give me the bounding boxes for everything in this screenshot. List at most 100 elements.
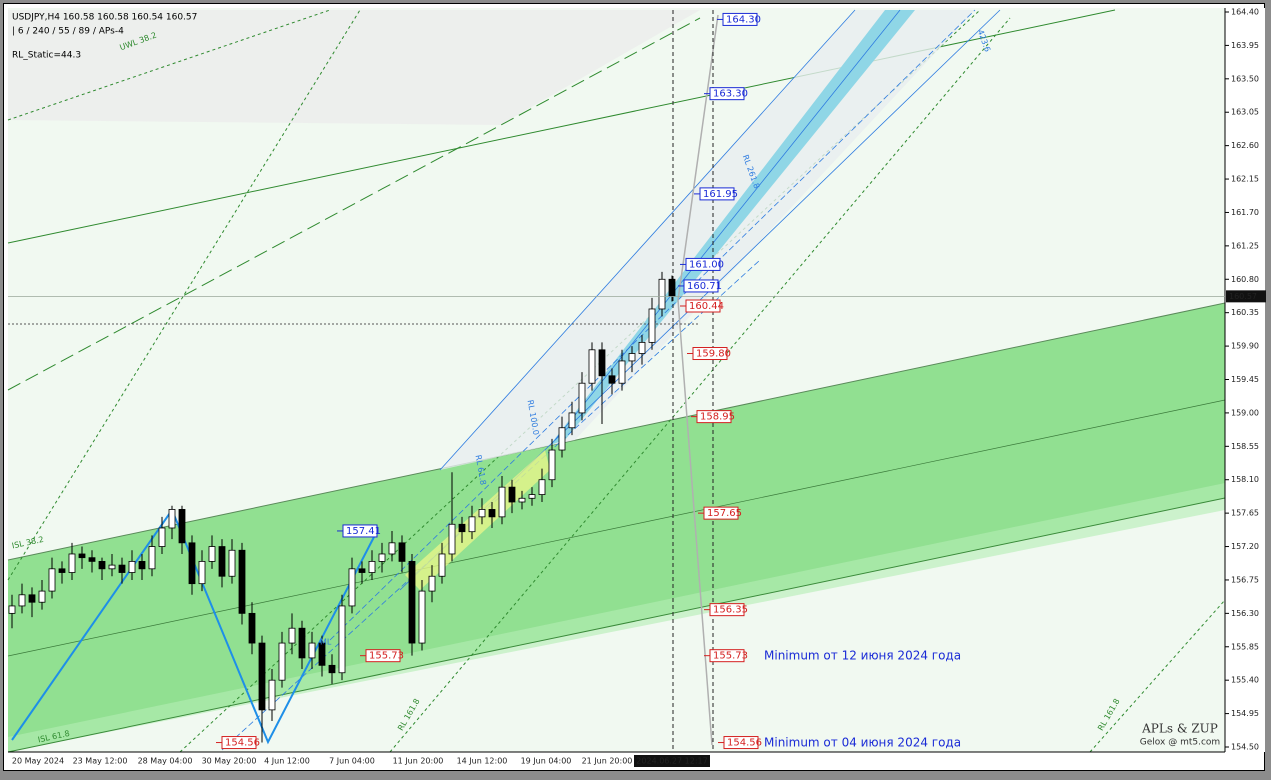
level-red-box <box>709 649 745 663</box>
candle-body <box>418 590 426 644</box>
current-price-label: 160.57 <box>1229 292 1257 301</box>
y-tick-label: 155.40 <box>1231 676 1259 685</box>
level-red-label: 159.80 <box>696 349 731 360</box>
candle-body <box>348 568 356 607</box>
y-tick-label: 162.15 <box>1231 175 1259 184</box>
current-price-box <box>1226 290 1266 303</box>
annotation: Minimum от 04 июня 2024 года <box>764 736 961 750</box>
fork-line <box>554 9 901 441</box>
candle-body <box>588 349 596 384</box>
candle-body <box>388 542 396 555</box>
level-red-label: 154.56 <box>727 738 762 749</box>
dotted-line <box>179 9 981 753</box>
header-static: RL_Static=44.3 <box>12 51 81 61</box>
candle-body <box>218 546 226 577</box>
dotted-line <box>1089 599 1226 753</box>
level-blue-label: 161.95 <box>703 189 738 200</box>
candle-body <box>248 612 256 644</box>
level-blue-box <box>709 87 745 101</box>
candle-body <box>78 553 86 559</box>
candle-body <box>128 560 136 573</box>
y-tick-label: 157.65 <box>1231 509 1259 518</box>
candle-body <box>398 542 406 562</box>
x-tick-label: 30 May 20:00 <box>202 757 257 766</box>
y-tick-label: 158.55 <box>1231 442 1259 451</box>
y-tick-label: 164.40 <box>1231 8 1259 17</box>
y-tick-label: 158.10 <box>1231 475 1259 484</box>
y-tick-label: 154.95 <box>1231 709 1259 718</box>
level-blue-label: 161.00 <box>689 259 724 270</box>
candle-body <box>598 349 606 377</box>
candle-body <box>528 494 536 499</box>
candle-body <box>178 509 186 544</box>
channel-mid <box>7 399 1226 657</box>
candle-body <box>208 546 216 562</box>
candle-body <box>28 594 36 603</box>
candle-body <box>268 679 276 711</box>
candle-body <box>48 568 56 592</box>
level-red-label: 155.73 <box>713 651 748 662</box>
channel-top <box>7 302 1226 561</box>
x-tick-label: 7 Jun 04:00 <box>329 757 375 766</box>
candle-body <box>38 590 46 603</box>
y-tick-label: 160.80 <box>1231 275 1259 284</box>
candles <box>8 271 676 743</box>
candle-body <box>298 627 306 659</box>
time-cursor-box <box>634 755 710 767</box>
y-tick-label: 161.25 <box>1231 241 1259 250</box>
candle-body <box>98 560 106 570</box>
candle-body <box>338 605 346 674</box>
dotted-line <box>7 9 361 581</box>
level-blue-label: 164.30 <box>726 14 761 25</box>
pivot-label: 157.41 <box>346 526 381 537</box>
brand: APLs & ZUP <box>1141 722 1218 736</box>
y-tick-label: 154.50 <box>1231 743 1259 752</box>
candle-body <box>548 449 556 481</box>
candle-body <box>168 509 176 529</box>
level-blue-box <box>683 279 719 293</box>
level-blue-box <box>722 12 758 26</box>
candle-body <box>368 560 376 573</box>
y-tick-label: 163.50 <box>1231 74 1259 83</box>
x-tick-label: 23 May 12:00 <box>73 757 128 766</box>
level-red-box <box>703 506 739 520</box>
x-tick-label: 2024.06.27 12:17 <box>636 757 707 766</box>
candle-body <box>488 509 496 518</box>
y-tick-label: 159.00 <box>1231 408 1259 417</box>
candle-body <box>478 509 486 518</box>
candle-body <box>518 497 526 503</box>
y-tick-label: 159.90 <box>1231 342 1259 351</box>
candle-body <box>278 642 286 681</box>
candle-body <box>468 516 476 533</box>
candle-body <box>238 549 246 614</box>
candle-body <box>158 527 166 547</box>
level-blue-box <box>685 257 721 271</box>
level-red-box <box>723 736 759 750</box>
candle-body <box>668 278 676 297</box>
y-tick-label: 161.70 <box>1231 208 1259 217</box>
channel-label: ML <box>320 638 332 647</box>
x-tick-label: 4 Jun 12:00 <box>264 757 310 766</box>
pivot-label: 154.56 <box>225 738 260 749</box>
candle-body <box>188 542 196 585</box>
candle-body <box>578 382 586 414</box>
y-tick-label: 160.35 <box>1231 308 1259 317</box>
level-red-box <box>685 299 721 313</box>
candle-body <box>508 486 516 503</box>
y-tick-label: 157.20 <box>1231 542 1259 551</box>
header-symbol: USDJPY,H4 160.58 160.58 160.54 160.57 <box>12 13 197 23</box>
x-tick-label: 11 Jun 20:00 <box>393 757 444 766</box>
fork-line <box>439 9 856 471</box>
level-red-box <box>696 410 732 424</box>
candle-body <box>108 564 116 570</box>
candle-body <box>198 560 206 585</box>
candle-body <box>498 486 506 518</box>
dotted-line <box>389 17 1011 753</box>
candle-body <box>328 664 336 674</box>
dotted-line <box>7 9 331 121</box>
candle-body <box>358 568 366 573</box>
candle-body <box>408 560 416 644</box>
pivot-box <box>365 649 401 663</box>
candle-body <box>538 479 546 495</box>
